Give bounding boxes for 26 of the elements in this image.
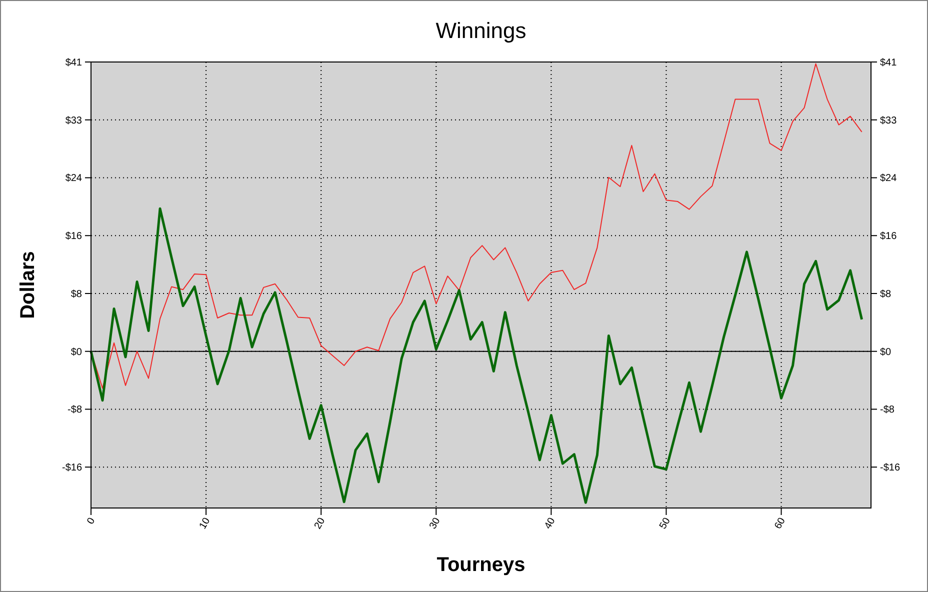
y-tick-label: $24 (65, 173, 82, 184)
y2-tick-label: $24 (880, 173, 898, 184)
y2-tick-label: $16 (880, 231, 898, 242)
chart-title: Winnings (436, 18, 526, 43)
y-tick-label: $8 (70, 288, 82, 300)
y-tick-label: $33 (65, 115, 82, 126)
x-tick-label: 30 (428, 516, 443, 532)
y-axis-title: Dollars (17, 251, 39, 319)
y2-tick-label: $33 (880, 115, 898, 126)
x-tick-label: 20 (312, 516, 328, 532)
x-tick-label: 0 (85, 516, 98, 526)
x-tick-label: 40 (542, 516, 558, 532)
x-tick-label: 60 (772, 516, 788, 532)
y2-tick-label: $8 (880, 288, 892, 300)
y-tick-label: $41 (65, 58, 82, 68)
y-tick-label: -$8 (68, 404, 82, 416)
y2-tick-label: $0 (880, 346, 892, 358)
x-axis-title: Tourneys (436, 554, 526, 576)
y-tick-label: -$16 (62, 462, 82, 474)
y-tick-label: $16 (65, 231, 82, 242)
y2-tick-label: -$8 (880, 404, 895, 416)
x-tick-label: 10 (198, 516, 213, 532)
x-tick-label: 50 (658, 516, 674, 532)
y2-tick-label: -$16 (880, 462, 900, 474)
y2-tick-label: $41 (880, 58, 898, 68)
y-tick-label: $0 (70, 346, 82, 358)
